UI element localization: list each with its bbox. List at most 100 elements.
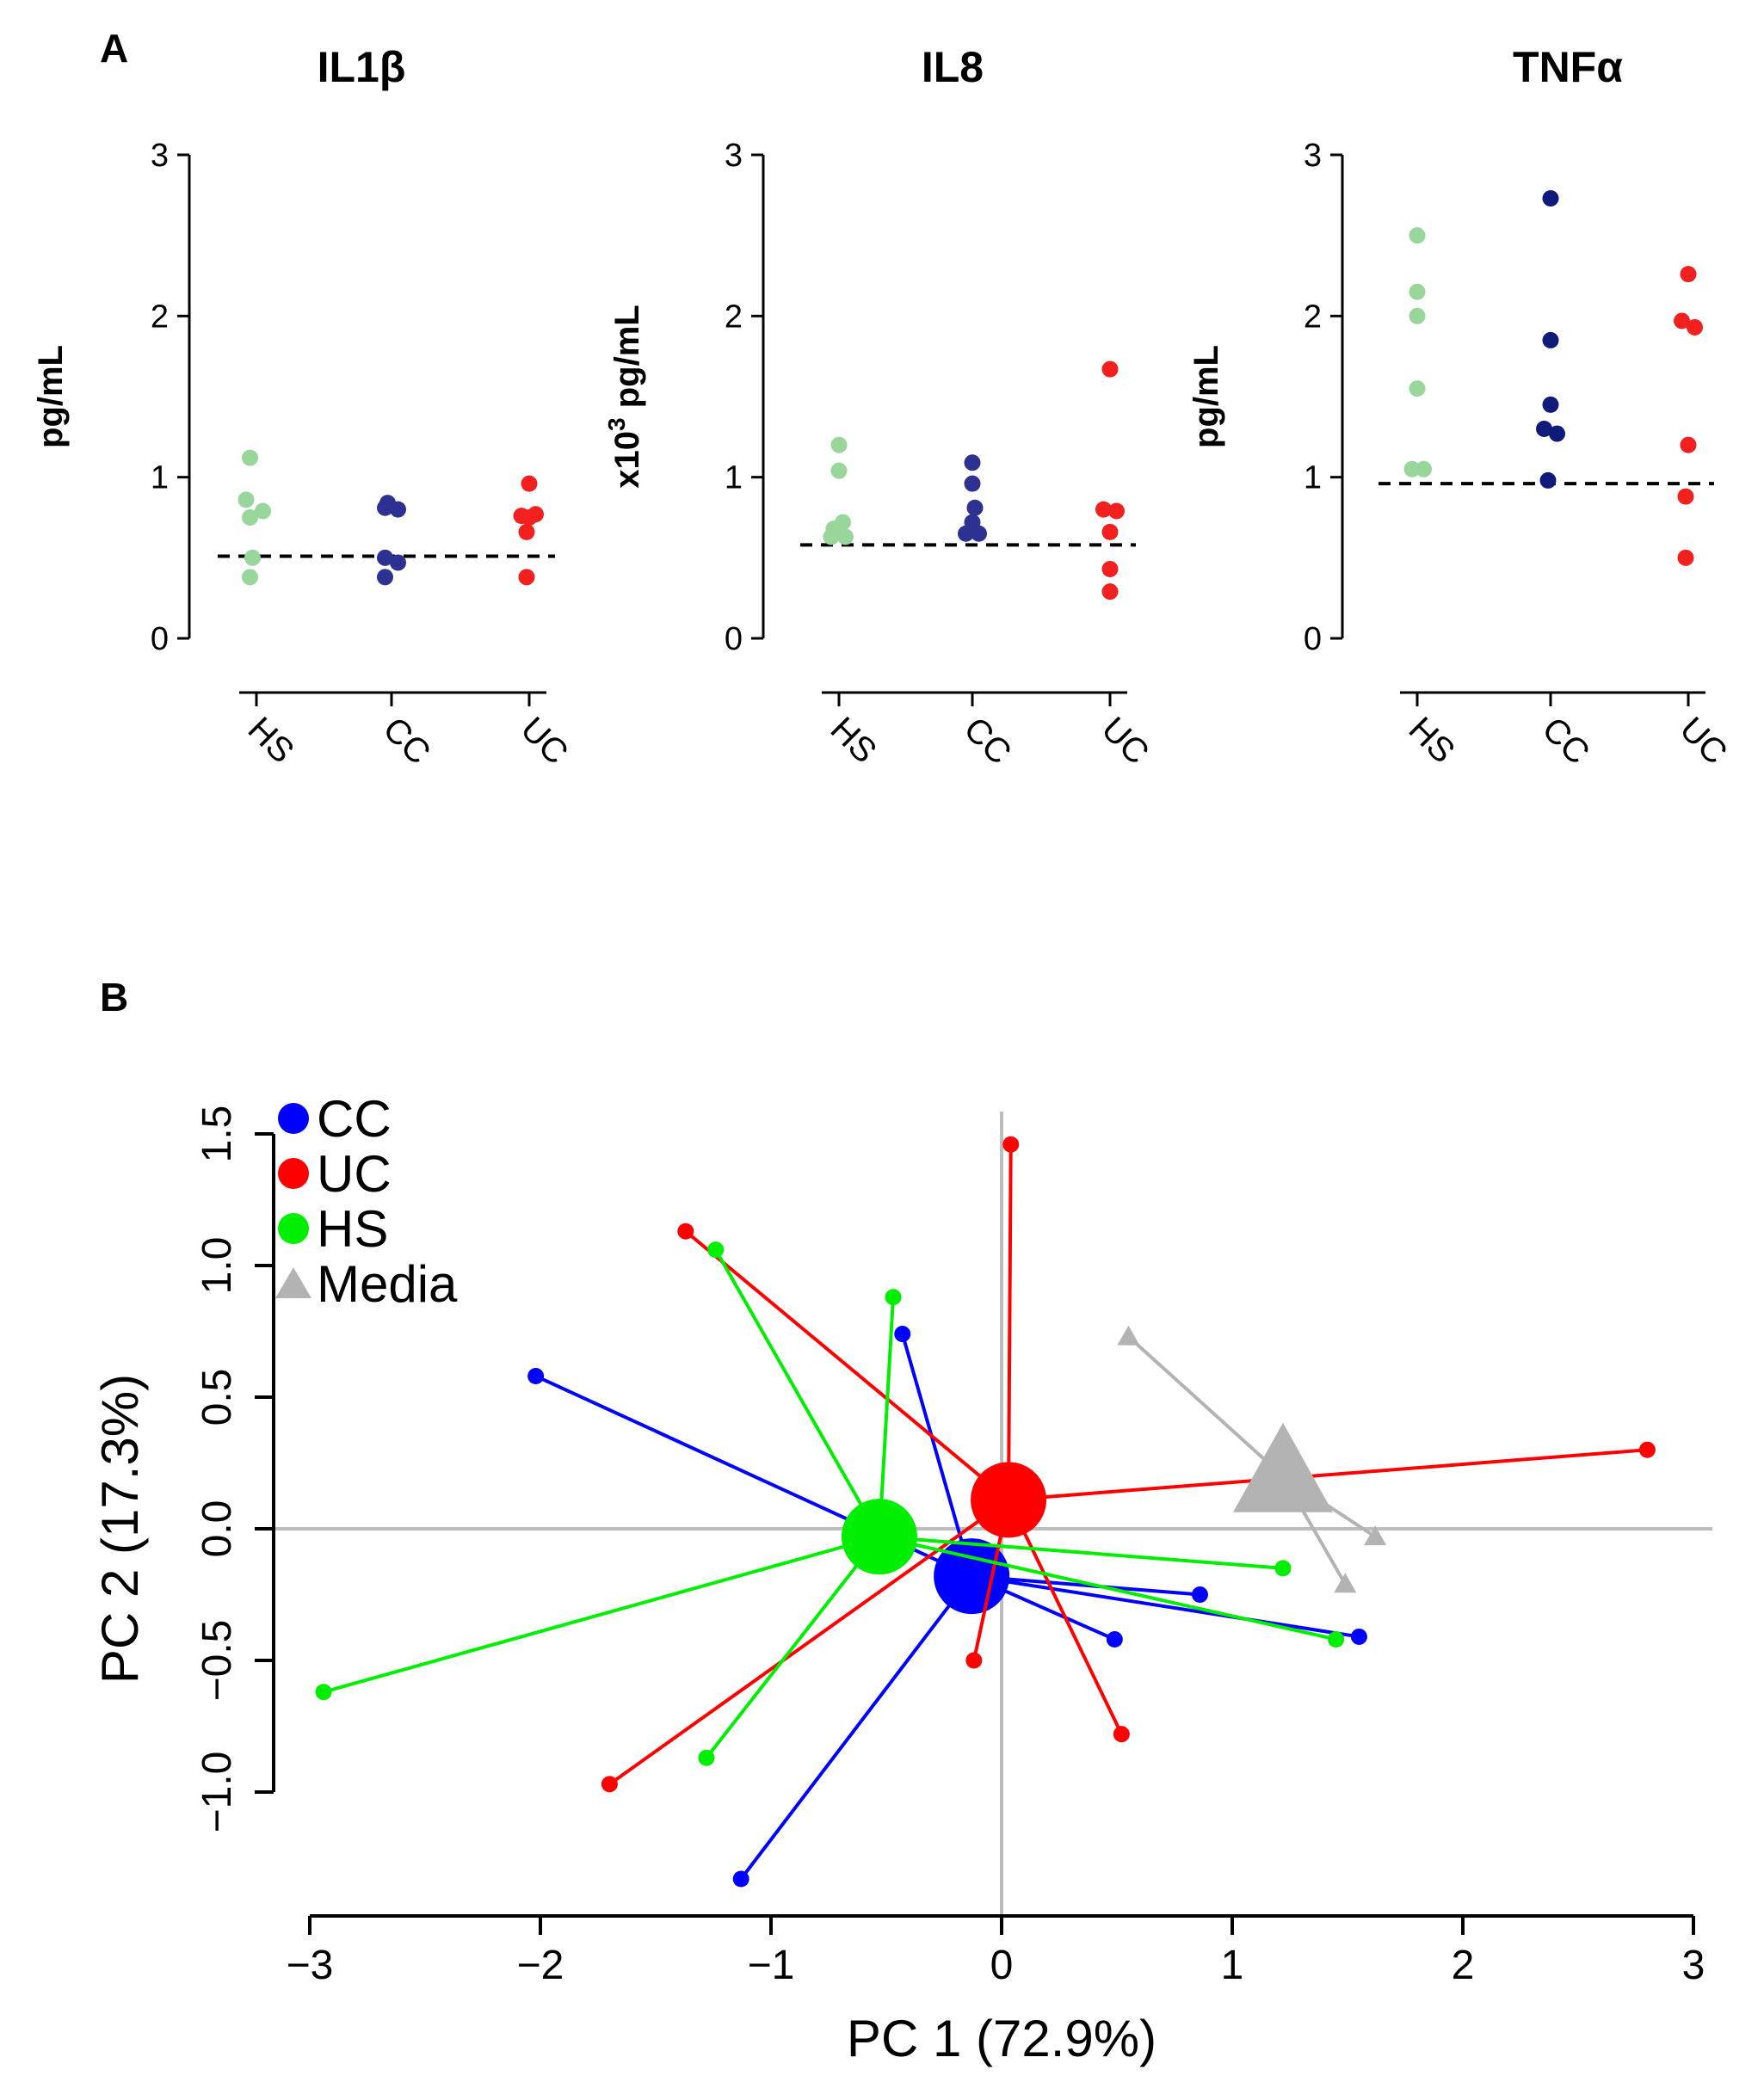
y-tick-label: 2 [1304, 299, 1322, 335]
data-point-cc [966, 499, 984, 516]
data-point-cc [1542, 331, 1559, 348]
sample-point-cc [1191, 1586, 1208, 1603]
data-point-uc [518, 569, 535, 586]
sample-point-cc [1350, 1628, 1367, 1645]
pc2-tick-label: 0.0 [194, 1500, 240, 1558]
data-point-cc [964, 475, 981, 492]
strip-chart-hs-cc-uc-2: TNFα 0 1 2 3 pg/mL HS CC UC [1187, 43, 1735, 772]
sample-point-uc [1113, 1726, 1130, 1743]
y-axis-label-text: pg/mL [1187, 345, 1225, 448]
y-tick-label: 0 [725, 621, 743, 657]
sample-point-cc [527, 1368, 545, 1385]
data-point-uc [1680, 436, 1697, 453]
y-axis-label: x103 pg/mL [603, 305, 646, 488]
y-axis-label-suffix: pg/mL [608, 305, 646, 417]
data-point-hs [1409, 380, 1426, 397]
connector-uc [1007, 1144, 1013, 1500]
category-label-hs: HS [241, 710, 301, 770]
data-point-cc [1542, 396, 1559, 413]
connector-uc [608, 1498, 1010, 1786]
y-tick-label: 1 [1304, 460, 1322, 496]
data-point-cc [958, 525, 974, 542]
data-point-hs [837, 528, 854, 545]
data-point-uc [1680, 266, 1697, 283]
sample-point-uc [677, 1223, 694, 1240]
sample-point-hs [1274, 1560, 1292, 1577]
sample-point-hs [698, 1749, 715, 1766]
y-tick-label: 3 [151, 138, 169, 174]
pc1-tick-label: 3 [1682, 1943, 1705, 1988]
data-point-hs [242, 569, 258, 586]
data-point-hs [255, 502, 271, 520]
media-sample-triangle [1117, 1325, 1140, 1346]
y-axis-label-prefix: x10 [608, 431, 646, 489]
y-tick-label: 1 [151, 460, 169, 496]
y-tick-label: 3 [1304, 138, 1322, 174]
panel-a-label: A [100, 26, 128, 71]
pc2-axis-label: PC 2 (17.3%) [91, 1374, 149, 1684]
connector-hs [877, 1297, 896, 1537]
connector-hs [879, 1535, 1337, 1641]
sample-point-uc [601, 1776, 618, 1793]
data-point-uc [1095, 501, 1112, 518]
y-tick-label: 1 [725, 460, 743, 496]
category-label-uc: UC [1095, 710, 1156, 772]
data-point-uc [1108, 502, 1125, 520]
sample-point-uc [965, 1652, 983, 1669]
pc2-tick-label: 0.5 [194, 1369, 240, 1426]
category-label-hs: HS [823, 710, 884, 770]
data-point-cc [964, 454, 981, 471]
data-point-hs [1409, 307, 1426, 324]
sample-point-cc [894, 1326, 911, 1343]
data-point-cc [377, 569, 393, 586]
pc1-axis-label: PC 1 (72.9%) [847, 2010, 1156, 2067]
y-tick-label: 2 [725, 299, 743, 335]
sample-point-hs [707, 1241, 725, 1259]
connector-hs [879, 1535, 1284, 1570]
category-label-hs: HS [1402, 710, 1462, 770]
category-label-cc: CC [376, 710, 438, 772]
data-point-cc [377, 549, 393, 566]
legend-triangle-media [275, 1267, 311, 1298]
legend-dot-uc [278, 1158, 309, 1189]
data-point-uc [1101, 583, 1119, 601]
data-point-uc [1687, 318, 1703, 336]
data-point-uc [1101, 523, 1119, 540]
sample-point-uc [1002, 1136, 1020, 1153]
sample-point-hs [1328, 1631, 1345, 1648]
data-point-uc [1677, 488, 1694, 505]
pc1-tick-label: −3 [287, 1943, 334, 1988]
legend-dot-hs [278, 1213, 309, 1244]
media-centroid-triangle [1232, 1422, 1333, 1512]
y-tick-label: 0 [151, 621, 169, 657]
panel-b-pca-plot: −1.0 −0.5 0.0 0.5 1.0 1.5 PC 2 (17.3%) −3 −2 −1 0 1… [91, 1090, 1712, 2067]
data-point-hs [244, 549, 261, 566]
connector-uc [1008, 1448, 1648, 1502]
connector-hs [705, 1535, 881, 1759]
data-point-cc [1542, 190, 1559, 207]
pc1-tick-label: 1 [1221, 1943, 1244, 1988]
strip-chart-hs-cc-uc-0: IL1β 0 1 2 3 pg/mL HS CC UC [32, 43, 576, 772]
data-point-hs [237, 491, 255, 508]
sample-point-uc [1638, 1441, 1656, 1458]
data-point-cc [377, 499, 393, 516]
legend-label-uc: UC [317, 1145, 392, 1203]
connector-cc [971, 1574, 1360, 1639]
legend-label-cc: CC [317, 1090, 392, 1148]
data-point-uc [1674, 312, 1690, 330]
pc1-tick-label: −2 [517, 1943, 564, 1988]
pca-group-media [1117, 1325, 1387, 1593]
connector-media [1127, 1335, 1285, 1478]
data-point-hs [242, 509, 258, 526]
pc1-tick-label: −1 [748, 1943, 795, 1988]
legend-label-hs: HS [317, 1200, 388, 1258]
media-sample-triangle [1364, 1525, 1387, 1546]
y-tick-label: 0 [1304, 621, 1322, 657]
legend-label-media: Media [317, 1255, 458, 1313]
category-label-uc: UC [1673, 710, 1735, 772]
connector-hs [323, 1535, 880, 1694]
data-point-cc [390, 501, 406, 518]
pc2-tick-label: 1.5 [194, 1106, 240, 1163]
pc1-tick-label: 2 [1452, 1943, 1475, 1988]
